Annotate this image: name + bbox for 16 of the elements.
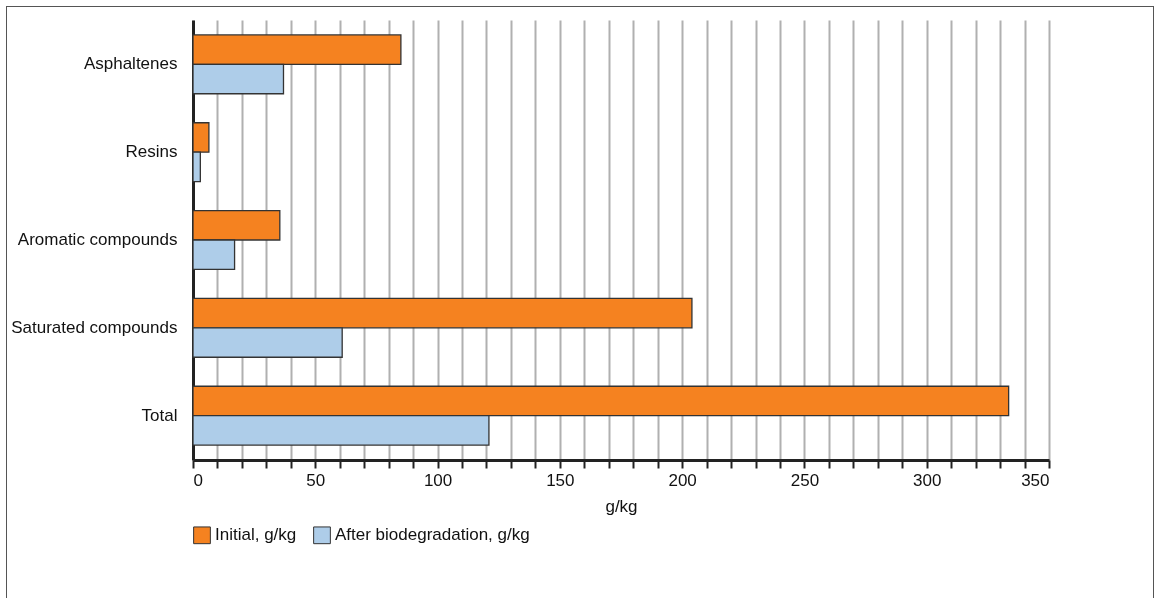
y-tick-label: Total — [141, 405, 178, 425]
x-tick-label: 350 — [1021, 470, 1050, 490]
y-tick-label: Saturated compounds — [11, 317, 178, 337]
x-tick-label: 100 — [423, 470, 453, 490]
x-tick-label: 200 — [668, 470, 697, 490]
x-tick-label: 50 — [306, 470, 326, 490]
y-tick-label: Asphaltenes — [83, 54, 178, 74]
x-tick-label: 300 — [913, 470, 942, 490]
y-tick-label: Aromatic compounds — [17, 230, 178, 249]
legend-label: Initial, g/kg — [215, 525, 297, 545]
y-tick-label: Resins — [125, 142, 178, 162]
legend-label: After biodegradation, g/kg — [335, 525, 530, 545]
x-tick-label: 150 — [546, 470, 575, 490]
x-axis-title: g/kg — [605, 496, 638, 516]
x-tick-label: 250 — [790, 470, 820, 490]
x-tick-label: 0 — [193, 470, 203, 490]
